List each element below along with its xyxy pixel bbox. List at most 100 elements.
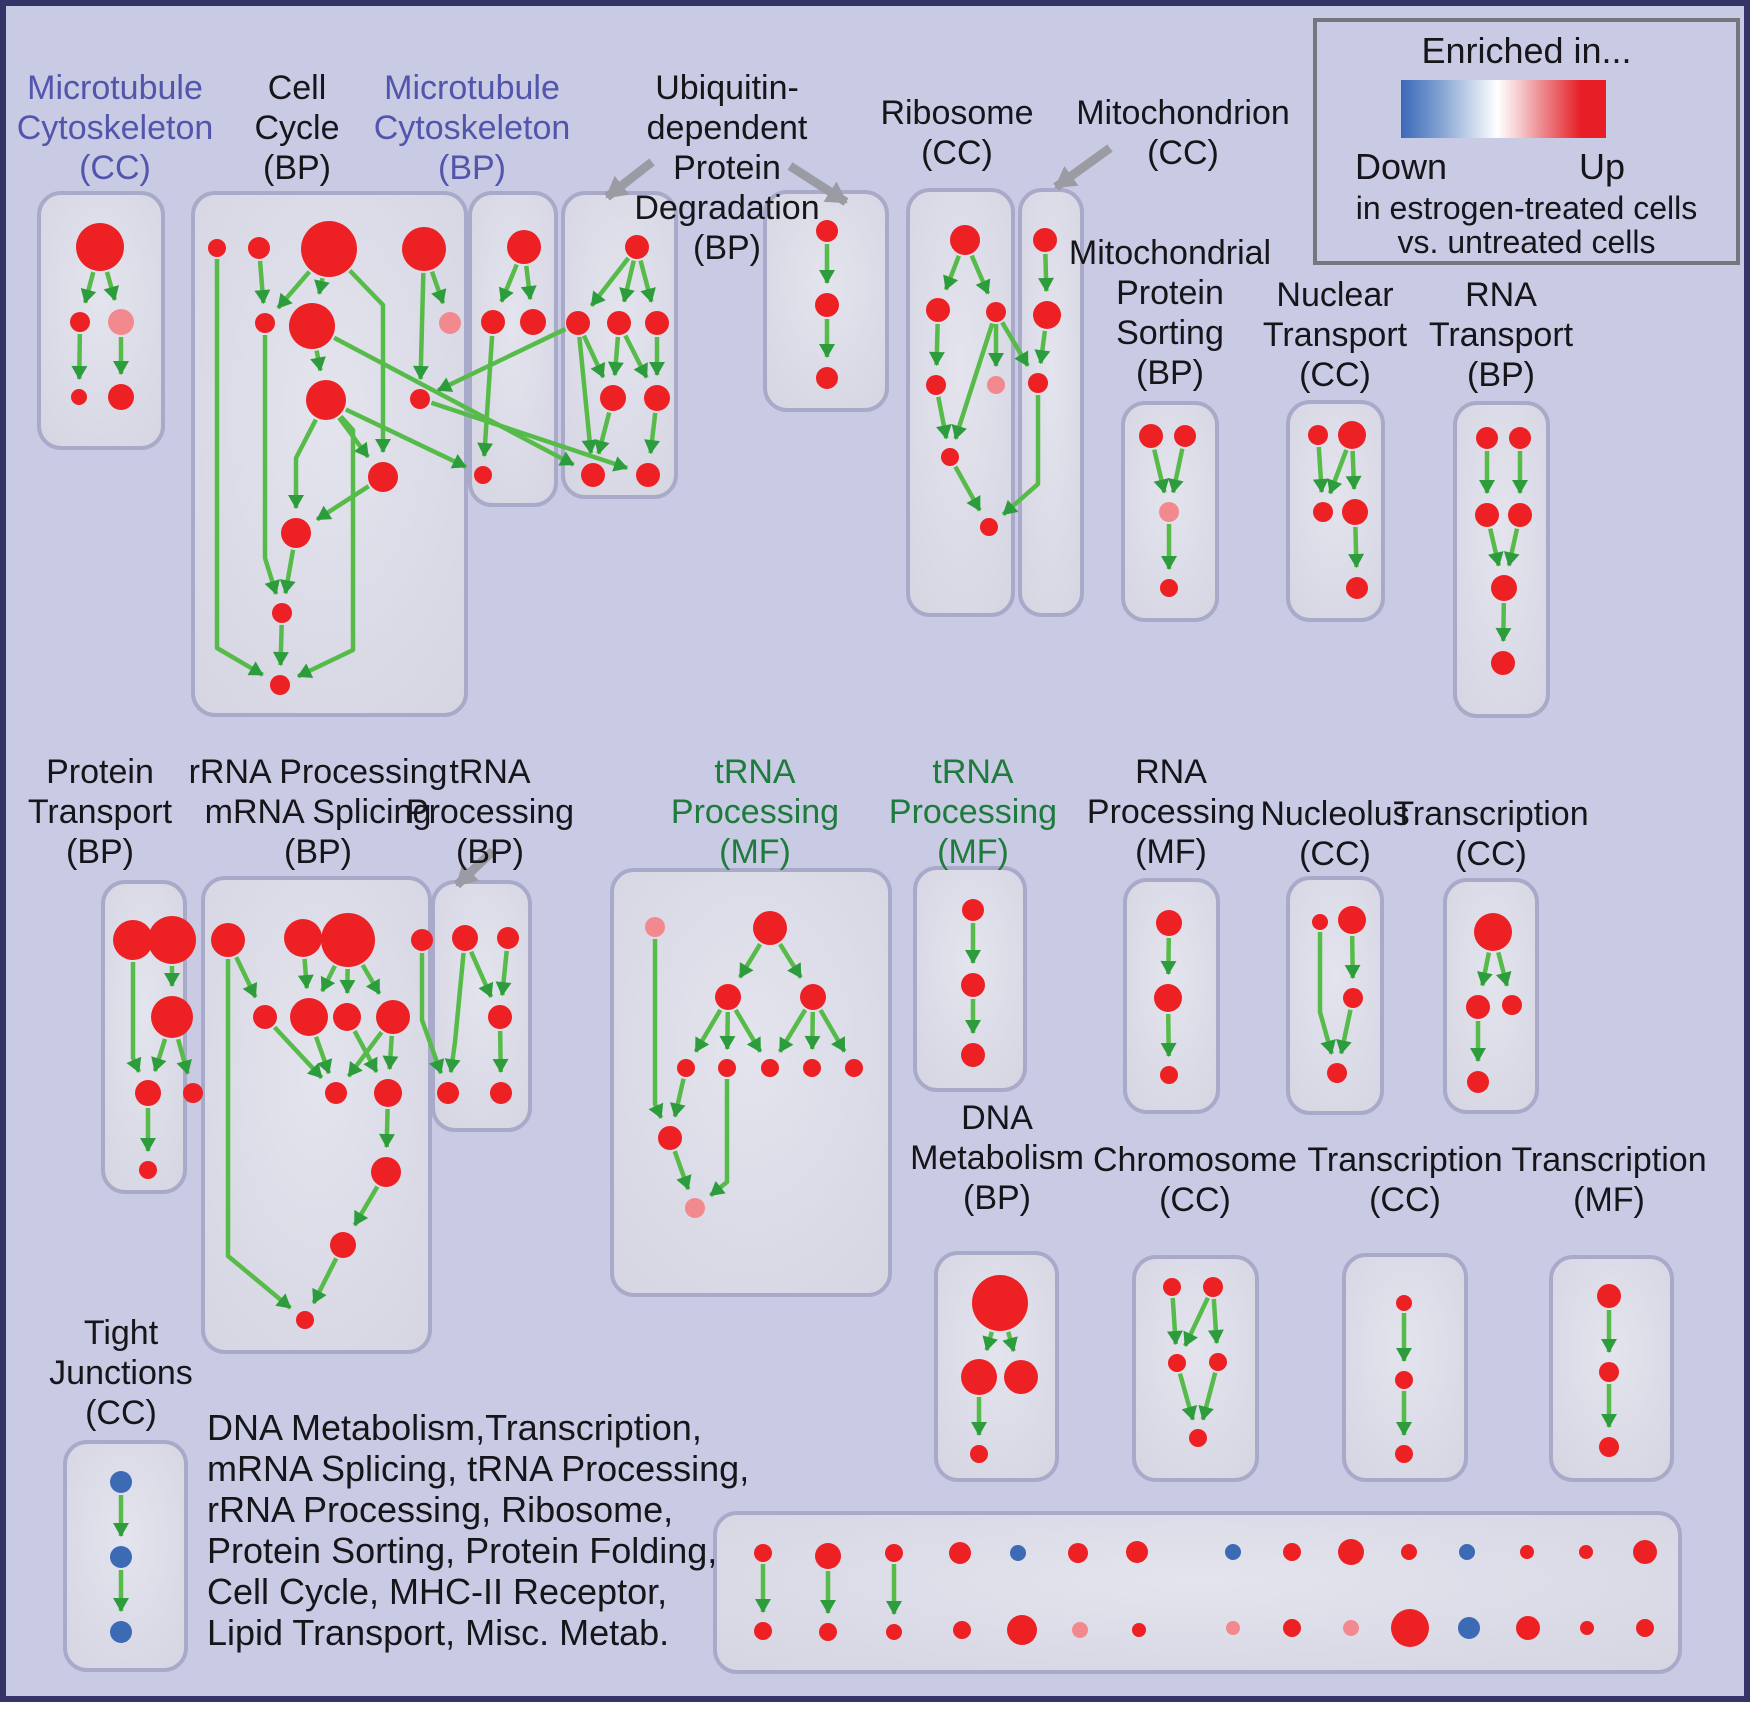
go-term-node <box>110 1621 132 1643</box>
go-term-node <box>211 923 245 957</box>
go-term-node <box>987 376 1005 394</box>
go-term-node <box>76 223 124 271</box>
go-term-node <box>1189 1429 1207 1447</box>
go-term-node <box>636 463 660 487</box>
go-term-node <box>1139 424 1163 448</box>
go-term-node <box>1509 427 1531 449</box>
label-pointer-arrow-icon <box>1053 144 1113 191</box>
go-term-node <box>1466 995 1490 1019</box>
cluster-label-transcription-cc-mid: Transcription (CC) <box>1393 795 1589 873</box>
go-term-node <box>1225 1544 1241 1560</box>
go-term-node <box>301 221 357 277</box>
go-term-node <box>926 298 950 322</box>
edge <box>1001 395 1041 517</box>
cluster-label-nucleolus-cc: Nucleolus (CC) <box>1260 795 1410 873</box>
edge <box>623 334 649 379</box>
cluster-label-rna-transport-bp: RNA Transport (BP) <box>1428 276 1574 394</box>
edge <box>1312 446 1329 494</box>
edge <box>276 270 312 310</box>
edge <box>1160 1013 1177 1057</box>
go-term-node <box>607 311 631 335</box>
go-term-node <box>71 389 87 405</box>
edge <box>589 256 631 308</box>
go-term-node <box>402 227 446 271</box>
go-term-node <box>139 1161 157 1179</box>
go-term-node <box>961 1359 997 1395</box>
go-term-node <box>1516 1616 1540 1640</box>
go-term-node <box>1474 913 1512 951</box>
cluster-box-ribosome-cc <box>906 188 1015 617</box>
edge <box>382 1035 399 1071</box>
go-term-node <box>1004 1360 1038 1394</box>
edge <box>297 958 314 990</box>
edge <box>344 407 467 469</box>
edge <box>444 952 466 1074</box>
edge <box>151 1038 168 1073</box>
edge <box>594 411 612 455</box>
edge <box>1198 1372 1218 1421</box>
cluster-label-microtubule-cytoskeleton-bp: Microtubule Cytoskeleton (BP) <box>373 69 571 187</box>
go-term-node <box>962 899 984 921</box>
edge <box>644 412 661 455</box>
go-term-node <box>520 309 546 335</box>
edge <box>272 1025 324 1080</box>
go-term-node <box>497 927 519 949</box>
go-term-node <box>270 675 290 695</box>
edge <box>936 396 952 440</box>
misc-clusters-annotation: DNA Metabolism,Transcription, mRNA Splic… <box>207 1407 750 1653</box>
edge <box>311 1257 339 1305</box>
go-term-node <box>437 1082 459 1104</box>
cluster-box-chromosome-cc <box>1132 1255 1259 1482</box>
edge <box>234 956 258 999</box>
go-term-node <box>1338 421 1366 449</box>
edge <box>469 950 494 998</box>
cluster-label-microtubule-cytoskeleton-cc: Microtubule Cytoskeleton (CC) <box>16 69 214 187</box>
go-term-node <box>376 1000 410 1034</box>
edge <box>333 335 575 467</box>
cluster-label-cell-cycle-bp: Cell Cycle (BP) <box>254 69 340 187</box>
go-term-node <box>961 1043 985 1067</box>
go-term-node <box>1072 1622 1088 1638</box>
go-term-node <box>1033 228 1057 252</box>
edge <box>953 465 982 512</box>
edge <box>360 963 382 995</box>
go-term-node <box>581 463 605 487</box>
edge <box>310 350 326 372</box>
go-term-node <box>1209 1353 1227 1371</box>
go-term-node <box>272 603 292 623</box>
go-term-node <box>110 1471 132 1493</box>
edge <box>648 939 664 1119</box>
go-term-node <box>926 375 946 395</box>
edge <box>272 624 289 667</box>
go-term-node <box>1475 503 1499 527</box>
edge <box>1495 951 1512 987</box>
go-term-node <box>1068 1543 1088 1563</box>
go-term-node <box>715 984 741 1010</box>
edge <box>254 260 271 305</box>
go-term-node <box>600 385 626 411</box>
go-term-node <box>986 302 1006 322</box>
go-term-node <box>1203 1277 1223 1297</box>
cluster-label-rrna-processing-mrna-splicing-bp: rRNA Processing mRNA Splicing (BP) <box>188 753 448 871</box>
cluster-box-transcription-cc-mid <box>1443 878 1539 1114</box>
go-term-node <box>1154 984 1182 1012</box>
go-term-node <box>439 312 461 334</box>
edge <box>804 1011 821 1050</box>
go-term-node <box>950 225 980 255</box>
go-term-node <box>970 1445 988 1463</box>
go-term-node <box>374 1079 402 1107</box>
go-term-node <box>1597 1284 1621 1308</box>
cluster-label-chromosome-cc: Chromosome (CC) <box>1092 1141 1298 1219</box>
edge <box>818 1008 847 1053</box>
edge <box>437 327 567 393</box>
edge <box>320 964 337 993</box>
go-term-node <box>754 1622 772 1640</box>
go-term-node <box>1160 1066 1178 1084</box>
edge <box>1317 932 1336 1055</box>
go-term-node <box>1312 914 1328 930</box>
edge <box>279 549 296 595</box>
go-term-node <box>718 1059 736 1077</box>
go-term-node <box>1283 1543 1301 1561</box>
go-term-node <box>1502 995 1522 1015</box>
